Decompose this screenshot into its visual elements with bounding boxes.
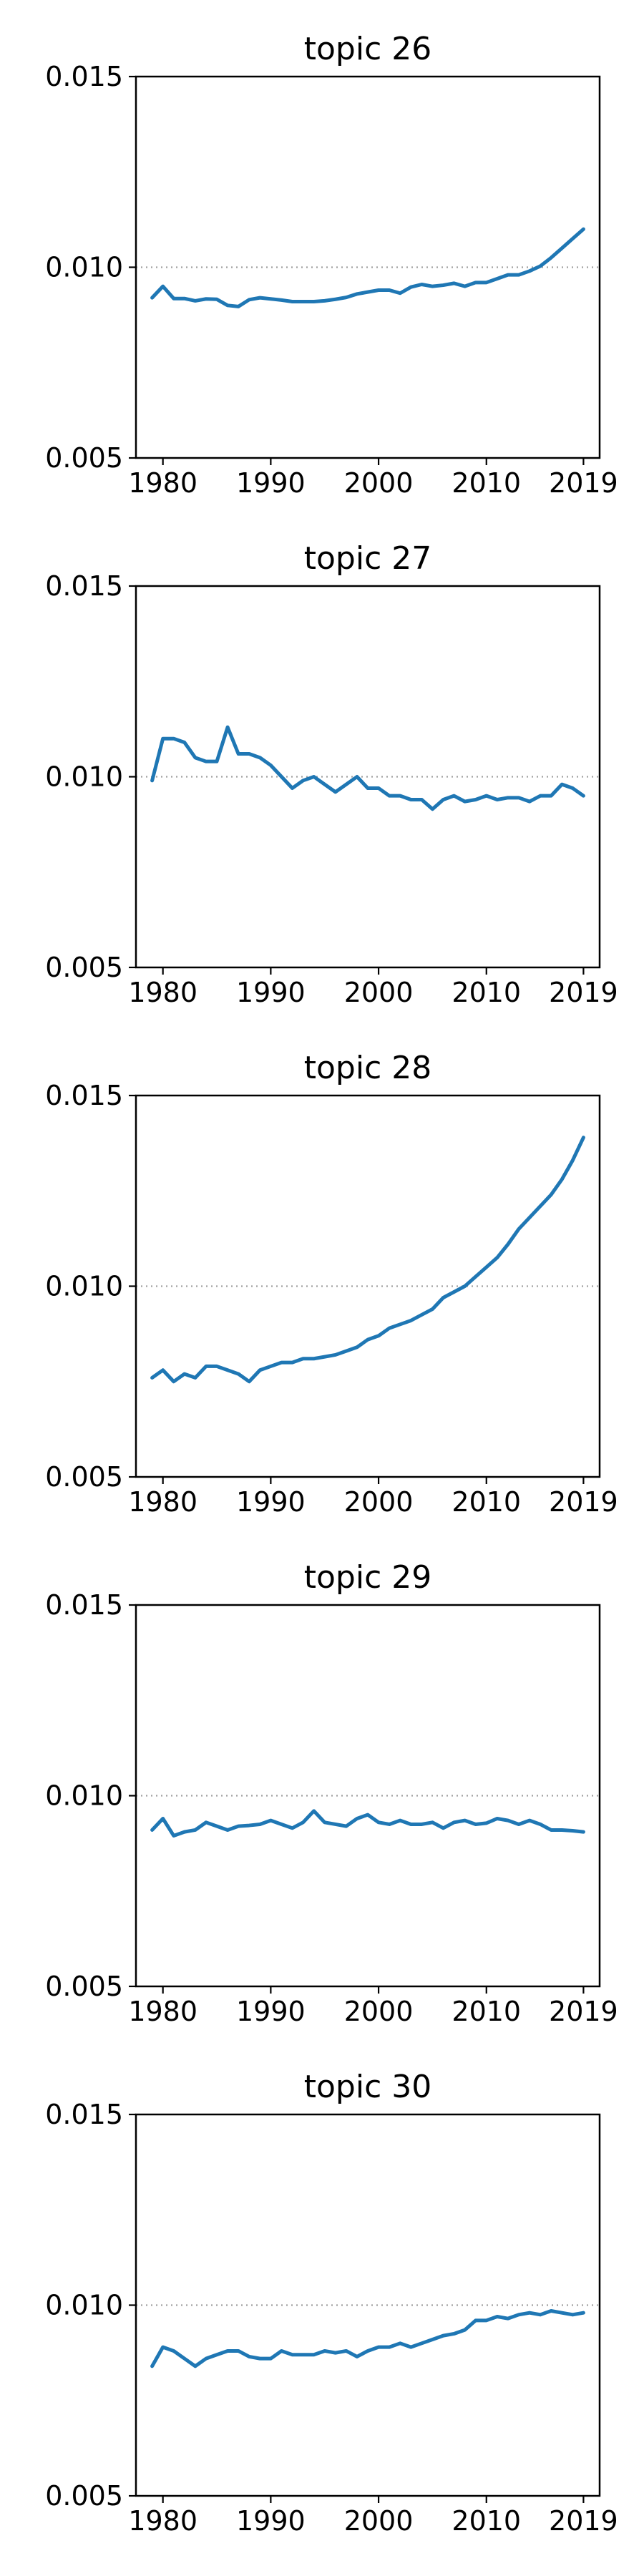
y-tick-label: 0.015 (45, 61, 123, 92)
y-tick-label: 0.015 (45, 2099, 123, 2130)
chart-title: topic 26 (304, 31, 432, 67)
x-tick-label: 2000 (344, 467, 414, 499)
x-tick-label: 1980 (128, 2505, 197, 2537)
series-line (150, 227, 585, 308)
chart-panel-2: topic 27 0.005 0.010 0.015 1980 1990 2000 2010 2… (45, 540, 618, 1008)
x-tick-label: 2019 (549, 2505, 618, 2537)
series-line (150, 1136, 585, 1384)
x-tick-label: 1990 (236, 2505, 306, 2537)
x-tick-label: 2000 (344, 1996, 414, 2027)
y-tick-label: 0.010 (45, 761, 123, 793)
y-tick-label: 0.005 (45, 1971, 123, 2002)
x-tick-label: 2010 (452, 2505, 521, 2537)
x-tick-label: 2019 (549, 977, 618, 1008)
x-tick-label: 2000 (344, 2505, 414, 2537)
y-tick-label: 0.015 (45, 1080, 123, 1111)
series-line (150, 725, 585, 811)
x-tick-label: 1990 (236, 977, 306, 1008)
y-tick-label: 0.005 (45, 2480, 123, 2512)
y-tick-label: 0.010 (45, 1780, 123, 1812)
chart-panel-1: topic 26 0.005 0.010 0.015 1980 1990 2000 2010 2… (45, 31, 618, 499)
chart-panel-5: topic 30 0.005 0.010 0.015 1980 1990 2000 2010 2… (45, 2069, 618, 2537)
chart-panel-3: topic 28 0.005 0.010 0.015 1980 1990 2000 2010 2… (45, 1050, 618, 1518)
x-tick-label: 1980 (128, 467, 197, 499)
x-tick-label: 2010 (452, 467, 521, 499)
x-tick-label: 1980 (128, 1996, 197, 2027)
y-tick-label: 0.005 (45, 952, 123, 983)
y-tick-label: 0.015 (45, 1589, 123, 1621)
x-tick-label: 1980 (128, 1486, 197, 1518)
y-tick-label: 0.010 (45, 2290, 123, 2321)
y-tick-label: 0.010 (45, 1271, 123, 1302)
chart-title: topic 27 (304, 540, 432, 577)
x-tick-label: 2019 (549, 467, 618, 499)
chart-title: topic 30 (304, 2069, 432, 2105)
x-tick-label: 2019 (549, 1486, 618, 1518)
series-line (150, 2308, 585, 2368)
y-tick-label: 0.010 (45, 252, 123, 283)
x-tick-label: 2010 (452, 1996, 521, 2027)
x-tick-label: 1990 (236, 467, 306, 499)
x-tick-label: 2000 (344, 1486, 414, 1518)
x-tick-label: 1990 (236, 1486, 306, 1518)
y-tick-label: 0.005 (45, 442, 123, 474)
x-tick-label: 2010 (452, 1486, 521, 1518)
series-line (150, 1809, 585, 1838)
chart-title: topic 29 (304, 1559, 432, 1596)
x-tick-label: 1990 (236, 1996, 306, 2027)
x-tick-label: 2019 (549, 1996, 618, 2027)
x-tick-label: 1980 (128, 977, 197, 1008)
y-tick-label: 0.005 (45, 1461, 123, 1493)
x-tick-label: 2000 (344, 977, 414, 1008)
y-tick-label: 0.015 (45, 570, 123, 602)
x-tick-label: 2010 (452, 977, 521, 1008)
chart-panel-4: topic 29 0.005 0.010 0.015 1980 1990 2000 2010 2… (45, 1559, 618, 2027)
chart-title: topic 28 (304, 1050, 432, 1086)
